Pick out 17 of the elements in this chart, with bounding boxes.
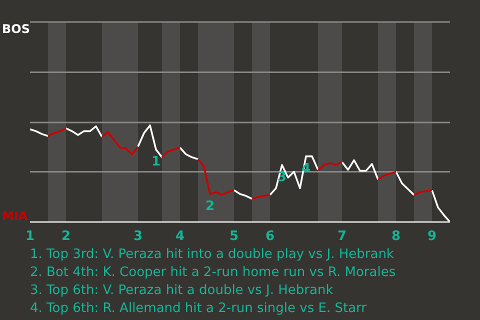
annotation: 1 (151, 154, 161, 170)
x-tick-label: 8 (391, 229, 401, 244)
x-tick-label: 4 (175, 229, 185, 244)
x-tick-label: 2 (61, 229, 71, 244)
x-tick-label: 3 (133, 229, 143, 244)
text: 3. Top 6th: V. Peraza hit a double vs J. Hebrank (30, 282, 334, 300)
annotation: 2 (205, 198, 215, 214)
text: 4. Top 6th: R. Allemand hit a 2-run single vs E. Starr (30, 300, 368, 318)
ref-line-label: BOS (2, 22, 30, 36)
text: MIA (2, 209, 28, 223)
x-tick-label: 1 (25, 229, 35, 244)
x-tick-label: 5 (229, 229, 239, 244)
x-tick-label: 7 (337, 229, 347, 244)
text: 2. Bot 4th: K. Cooper hit a 2-run home run vs R. Morales (30, 264, 396, 282)
x-tick-label: 9 (427, 229, 437, 244)
text: 1. Top 3rd: V. Peraza hit into a double play vs J. Hebrank (30, 246, 395, 264)
x-tick-label: 6 (265, 229, 275, 244)
